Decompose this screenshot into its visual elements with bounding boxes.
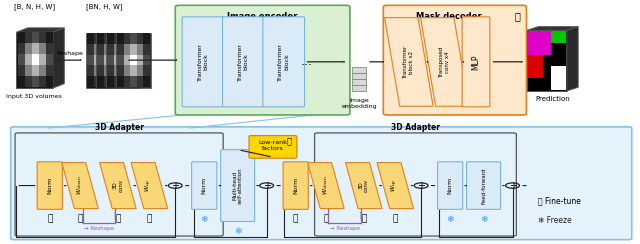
Text: Feed-forward: Feed-forward — [481, 167, 486, 204]
Polygon shape — [53, 28, 64, 88]
FancyBboxPatch shape — [438, 162, 463, 209]
FancyBboxPatch shape — [11, 127, 632, 240]
Polygon shape — [17, 28, 64, 32]
FancyBboxPatch shape — [383, 5, 527, 115]
Text: ❄: ❄ — [200, 215, 208, 224]
Text: Image encoder: Image encoder — [227, 12, 298, 21]
Text: Transformer
block: Transformer block — [198, 43, 209, 81]
FancyBboxPatch shape — [467, 162, 500, 209]
Text: ❄: ❄ — [234, 227, 241, 236]
Polygon shape — [420, 18, 469, 106]
FancyBboxPatch shape — [283, 162, 308, 209]
Text: Low-rank
factors: Low-rank factors — [259, 140, 287, 151]
Text: 🔥: 🔥 — [147, 215, 152, 224]
Text: $W_{up}$: $W_{up}$ — [390, 179, 401, 192]
Polygon shape — [377, 163, 413, 209]
Text: 🔥: 🔥 — [293, 215, 298, 224]
Text: Multi-head
self-attention: Multi-head self-attention — [232, 167, 243, 204]
Text: 3D
conv: 3D conv — [358, 179, 369, 192]
Text: $W_{down}$: $W_{down}$ — [76, 176, 84, 195]
Text: → Reshape: → Reshape — [330, 226, 360, 231]
Text: ❄ Freeze: ❄ Freeze — [538, 216, 572, 225]
Polygon shape — [527, 30, 567, 91]
FancyBboxPatch shape — [249, 136, 297, 158]
Polygon shape — [96, 33, 131, 88]
FancyBboxPatch shape — [223, 17, 264, 107]
Text: ...: ... — [300, 55, 312, 68]
Text: +: + — [262, 181, 271, 191]
Text: Input 3D volumes: Input 3D volumes — [6, 94, 62, 99]
Text: ❄: ❄ — [480, 215, 487, 224]
Text: Image
embedding: Image embedding — [342, 98, 377, 109]
Text: → Reshape: → Reshape — [84, 226, 114, 231]
Text: +: + — [417, 181, 425, 191]
Text: MLP: MLP — [472, 54, 481, 70]
Polygon shape — [385, 18, 433, 106]
Text: [B, N, H, W]: [B, N, H, W] — [14, 3, 55, 10]
FancyBboxPatch shape — [353, 79, 366, 85]
Text: 🔥: 🔥 — [77, 215, 83, 224]
Text: Norm: Norm — [293, 177, 298, 194]
Text: Norm: Norm — [447, 177, 452, 194]
Polygon shape — [527, 27, 578, 30]
Text: 3D Adapter: 3D Adapter — [95, 123, 143, 132]
Text: 🔥: 🔥 — [286, 138, 291, 147]
FancyBboxPatch shape — [353, 85, 366, 91]
FancyBboxPatch shape — [353, 67, 366, 73]
FancyBboxPatch shape — [175, 5, 350, 115]
Polygon shape — [346, 163, 382, 209]
Text: 3D
conv: 3D conv — [113, 179, 124, 192]
Text: +: + — [172, 181, 179, 191]
Text: 🔥: 🔥 — [47, 215, 52, 224]
Polygon shape — [61, 163, 99, 209]
Text: Prediction: Prediction — [535, 96, 570, 102]
Text: Transformer
block: Transformer block — [238, 43, 249, 81]
Polygon shape — [100, 163, 136, 209]
Text: 3D Adapter: 3D Adapter — [391, 123, 440, 132]
Text: 🔥 Fine-tune: 🔥 Fine-tune — [538, 196, 581, 205]
Text: 🔥: 🔥 — [115, 215, 120, 224]
Polygon shape — [308, 163, 344, 209]
Text: Transformer
block: Transformer block — [278, 43, 289, 81]
Polygon shape — [106, 33, 141, 88]
Text: Transformer
block x2: Transformer block x2 — [403, 45, 414, 79]
Polygon shape — [116, 33, 151, 88]
Text: Mask decoder: Mask decoder — [416, 12, 481, 21]
Text: +: + — [509, 181, 516, 191]
Text: 🔥: 🔥 — [323, 215, 328, 224]
FancyBboxPatch shape — [182, 17, 224, 107]
Text: 🔥: 🔥 — [392, 215, 398, 224]
Text: $W_{down}$: $W_{down}$ — [321, 176, 330, 195]
Text: Reshape: Reshape — [56, 51, 83, 57]
FancyBboxPatch shape — [353, 73, 366, 79]
Text: 🔥: 🔥 — [361, 215, 367, 224]
Polygon shape — [86, 33, 121, 88]
FancyBboxPatch shape — [191, 162, 217, 209]
Text: 🔥: 🔥 — [515, 11, 520, 21]
FancyBboxPatch shape — [37, 162, 62, 209]
Text: ❄: ❄ — [447, 215, 454, 224]
FancyBboxPatch shape — [221, 150, 255, 222]
FancyBboxPatch shape — [263, 17, 305, 107]
Polygon shape — [131, 163, 168, 209]
Polygon shape — [567, 27, 578, 91]
Text: [BN, H, W]: [BN, H, W] — [86, 3, 122, 10]
Text: Norm: Norm — [202, 177, 207, 194]
Text: $W_{up}$: $W_{up}$ — [144, 179, 154, 192]
Polygon shape — [17, 32, 53, 88]
FancyBboxPatch shape — [462, 17, 490, 107]
Text: Norm: Norm — [47, 177, 52, 194]
Text: Transposed
conv x4: Transposed conv x4 — [440, 46, 450, 78]
